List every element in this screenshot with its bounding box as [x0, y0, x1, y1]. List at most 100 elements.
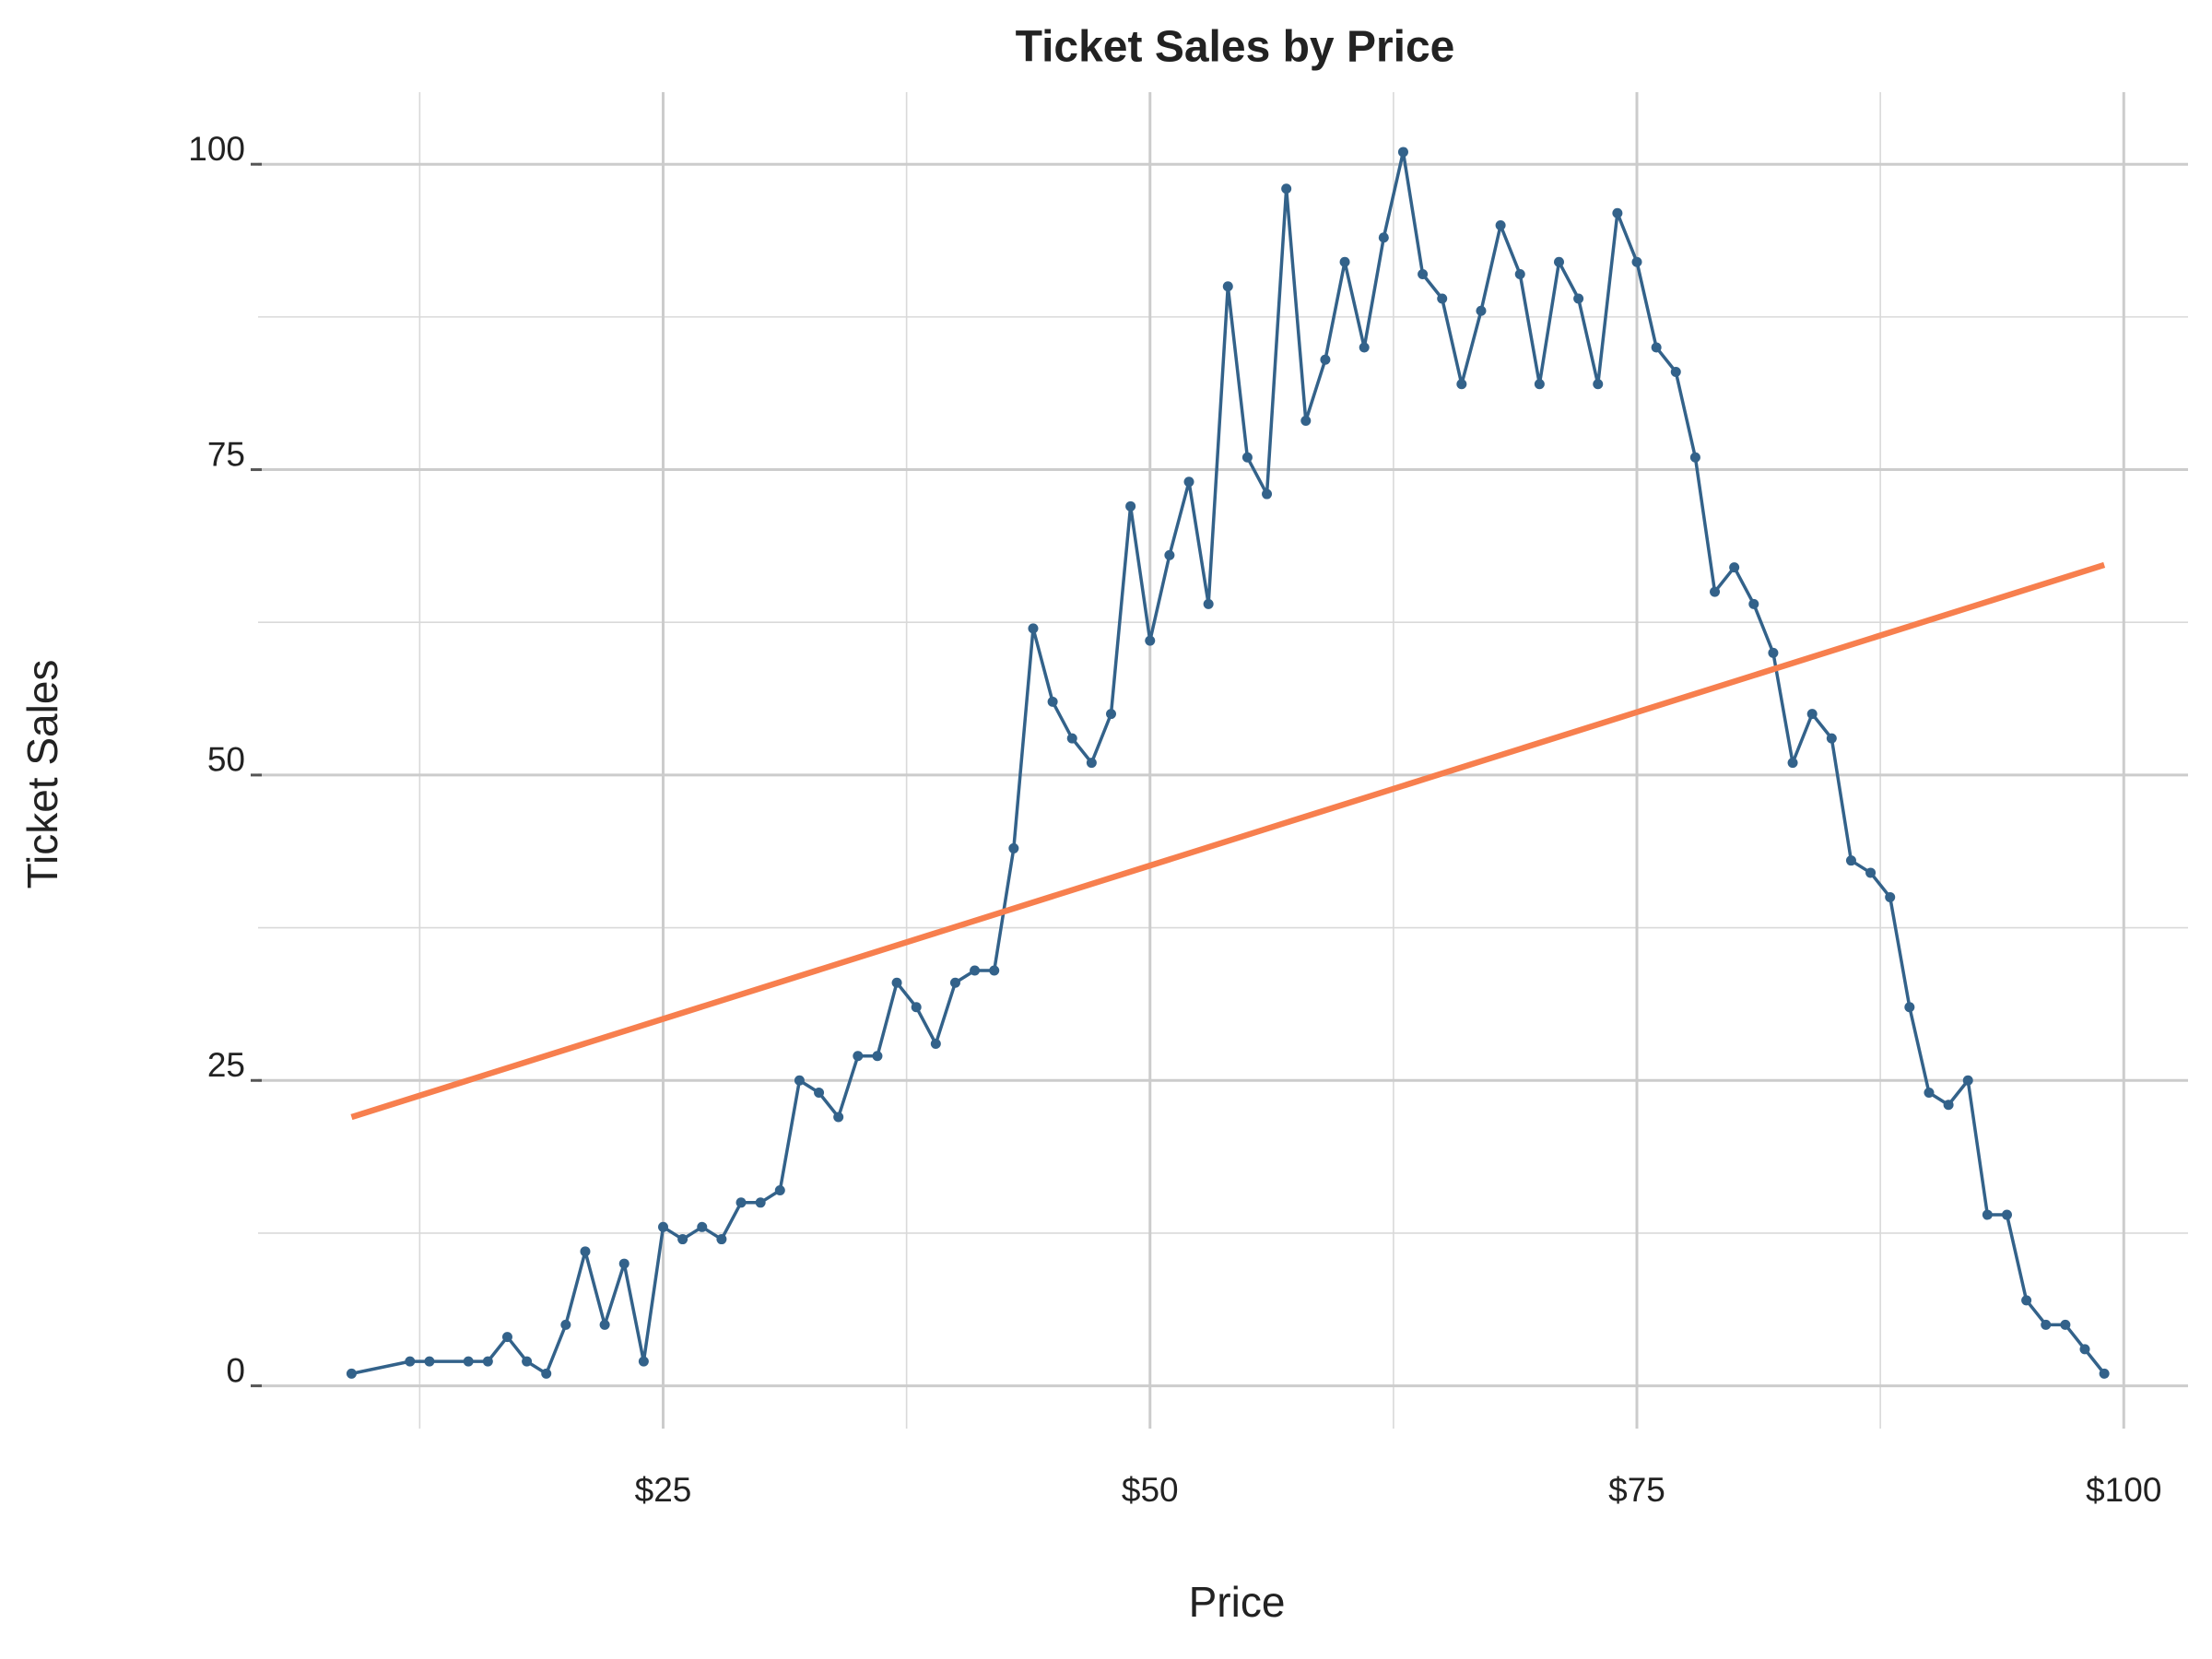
- data-point: [1008, 842, 1019, 853]
- data-point: [2060, 1319, 2071, 1330]
- data-point: [541, 1368, 552, 1379]
- data-point: [1612, 207, 1623, 218]
- data-point: [853, 1051, 864, 1062]
- data-point: [1787, 758, 1798, 769]
- data-point: [1028, 623, 1039, 634]
- data-point: [1397, 147, 1408, 158]
- chart-title: Ticket Sales by Price: [1016, 23, 1455, 72]
- data-point: [1320, 354, 1331, 365]
- data-point: [930, 1038, 941, 1049]
- data-point: [1845, 855, 1856, 866]
- data-point: [1183, 477, 1194, 488]
- data-point: [1456, 379, 1467, 390]
- data-point: [424, 1356, 435, 1367]
- x-tick-label: $75: [1608, 1471, 1665, 1509]
- data-point: [1495, 219, 1506, 230]
- data-point: [1066, 733, 1077, 744]
- data-point: [1631, 256, 1642, 267]
- data-point: [1553, 256, 1564, 267]
- trend-line: [350, 561, 2106, 1121]
- data-point: [1768, 647, 1779, 658]
- x-tick-label: $100: [2086, 1471, 2161, 1509]
- data-point: [1593, 379, 1604, 390]
- data-point: [2041, 1319, 2052, 1330]
- data-point: [405, 1356, 416, 1367]
- data-point: [794, 1075, 805, 1086]
- data-point: [2021, 1295, 2032, 1306]
- y-axis-title: Ticket Sales: [18, 660, 66, 889]
- data-point: [1164, 549, 1175, 560]
- data-point: [677, 1234, 688, 1245]
- data-point: [482, 1356, 493, 1367]
- data-point: [1670, 367, 1681, 378]
- data-point: [1573, 293, 1584, 304]
- data-point: [911, 1002, 922, 1013]
- data-point: [1904, 1002, 1915, 1013]
- data-point: [2001, 1209, 2012, 1220]
- data-point: [970, 965, 981, 976]
- data-point: [1300, 416, 1312, 427]
- data-point: [949, 977, 960, 988]
- data-point: [1710, 586, 1721, 597]
- data-point: [522, 1356, 533, 1367]
- data-point: [560, 1319, 571, 1330]
- data-point: [774, 1185, 785, 1196]
- data-point: [1748, 598, 1759, 609]
- data-point: [2099, 1368, 2110, 1379]
- data-point: [1262, 488, 1273, 500]
- data-point: [1086, 758, 1097, 769]
- x-axis-title: Price: [1189, 1578, 1286, 1626]
- data-point: [1514, 268, 1525, 279]
- data-point: [1047, 696, 1058, 707]
- data-point: [463, 1356, 474, 1367]
- data-point: [814, 1088, 825, 1099]
- y-tick-label: 0: [226, 1351, 245, 1389]
- data-point: [599, 1319, 610, 1330]
- data-point: [1378, 232, 1389, 243]
- data-point: [618, 1258, 629, 1269]
- data-point: [1203, 598, 1214, 609]
- x-tick-label: $25: [635, 1471, 692, 1509]
- y-tick-label: 100: [188, 130, 245, 168]
- data-point: [697, 1221, 708, 1232]
- data-point: [1924, 1088, 1935, 1099]
- data-point: [833, 1112, 844, 1123]
- data-point: [1281, 183, 1292, 194]
- data-point: [1418, 268, 1429, 279]
- data-point: [1359, 342, 1370, 353]
- data-point: [872, 1051, 883, 1062]
- data-point: [1943, 1100, 1954, 1111]
- data-point: [1729, 562, 1740, 573]
- data-point: [1885, 891, 1896, 902]
- data-point: [638, 1356, 649, 1367]
- data-point: [755, 1197, 766, 1208]
- data-point: [1534, 379, 1545, 390]
- data-point: [1106, 709, 1117, 720]
- data-point: [1437, 293, 1448, 304]
- data-point: [1962, 1075, 1973, 1086]
- data-point: [1982, 1209, 1993, 1220]
- data-point: [1651, 342, 1662, 353]
- data-point: [2079, 1344, 2090, 1355]
- data-point: [501, 1332, 512, 1343]
- data-point: [1339, 256, 1350, 267]
- x-tick-label: $50: [1122, 1471, 1179, 1509]
- data-point: [1826, 733, 1837, 744]
- data-point: [1806, 709, 1818, 720]
- data-point: [1222, 281, 1233, 292]
- data-point: [580, 1246, 591, 1257]
- data-point: [735, 1197, 747, 1208]
- y-tick-label: 75: [207, 435, 245, 473]
- data-point: [1145, 635, 1156, 646]
- data-point: [1241, 452, 1253, 463]
- data-point: [989, 965, 1000, 976]
- data-point: [1476, 305, 1487, 316]
- y-tick-label: 50: [207, 741, 245, 779]
- y-tick-label: 25: [207, 1046, 245, 1084]
- data-line: [351, 150, 2106, 1376]
- data-point: [1125, 500, 1136, 512]
- data-point: [658, 1221, 669, 1232]
- data-point: [716, 1234, 727, 1245]
